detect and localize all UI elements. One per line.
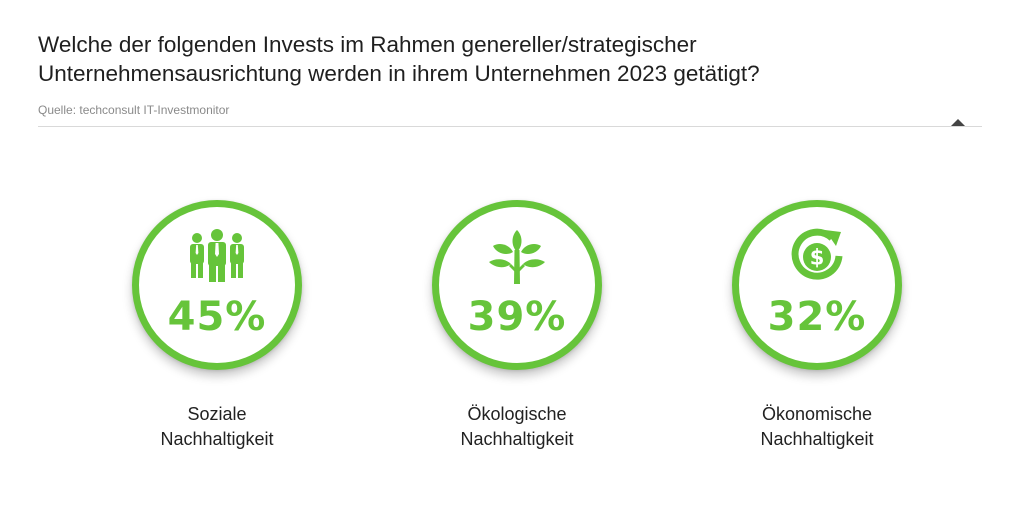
- kpi-circle: [732, 200, 902, 370]
- dollar-cycle-icon: $: [787, 228, 847, 284]
- kpi-label-line-1: Ökologische: [467, 404, 567, 424]
- kpi-label: Ökologische Nachhaltigkeit: [392, 402, 642, 452]
- svg-text:$: $: [810, 246, 825, 270]
- plant-sprout-icon: [487, 228, 547, 284]
- source-note: Quelle: techconsult IT-Investmonitor: [38, 103, 230, 117]
- chart-title-line-2: Unternehmensausrichtung werden in ihrem …: [38, 61, 760, 86]
- kpi-value: 32%: [767, 294, 867, 340]
- kpi-label-line-2: Nachhaltigkeit: [160, 429, 274, 449]
- kpi-label-line-1: Soziale: [187, 404, 247, 424]
- kpi-label: Ökonomische Nachhaltigkeit: [692, 402, 942, 452]
- kpi-value: 45%: [167, 294, 267, 340]
- kpi-circle: [432, 200, 602, 370]
- chart-title-line-1: Welche der folgenden Invests im Rahmen g…: [38, 32, 697, 57]
- kpi-label-line-1: Ökonomische: [761, 404, 873, 424]
- kpi-label-line-2: Nachhaltigkeit: [760, 429, 874, 449]
- kpi-label: Soziale Nachhaltigkeit: [92, 402, 342, 452]
- chart-title: Welche der folgenden Invests im Rahmen g…: [38, 30, 938, 88]
- kpi-value: 39%: [467, 294, 567, 340]
- people-group-icon: [187, 228, 247, 284]
- kpi-circle: [132, 200, 302, 370]
- kpi-label-line-2: Nachhaltigkeit: [460, 429, 574, 449]
- divider: [38, 126, 982, 127]
- collapse-triangle-icon[interactable]: [951, 119, 965, 126]
